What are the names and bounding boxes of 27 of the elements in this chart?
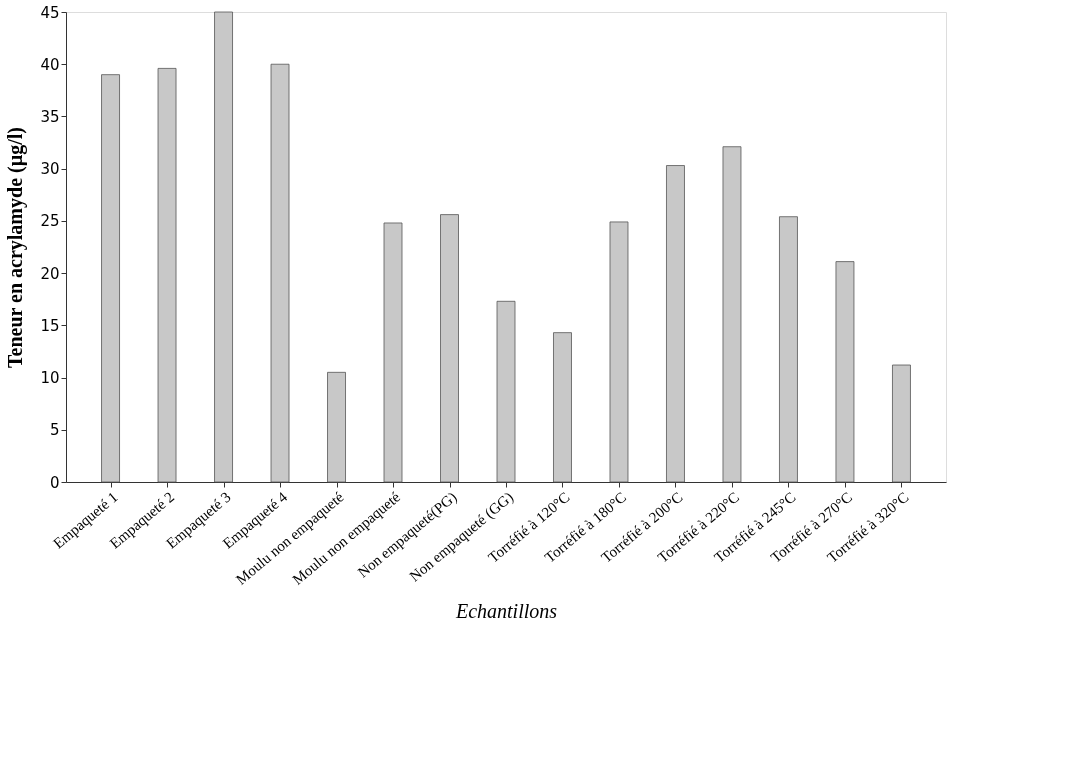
bar xyxy=(270,63,290,483)
bar xyxy=(779,216,798,483)
bar xyxy=(892,364,911,483)
y-tick-label: 15 xyxy=(40,316,60,335)
bar xyxy=(553,332,572,483)
bar xyxy=(327,371,346,483)
bar xyxy=(440,214,459,483)
y-tick-label: 5 xyxy=(49,421,60,440)
bar xyxy=(666,165,685,483)
y-tick-label: 30 xyxy=(40,160,60,179)
y-tick-label: 45 xyxy=(40,3,60,22)
y-tick-label: 35 xyxy=(40,107,60,126)
x-axis-title: Echantillons xyxy=(454,599,558,622)
y-tick-label: 10 xyxy=(40,369,60,388)
bar xyxy=(214,11,233,483)
bar xyxy=(722,146,742,483)
bar xyxy=(496,300,516,483)
y-tick-label: 0 xyxy=(49,473,60,492)
y-tick-label: 20 xyxy=(40,264,60,283)
y-tick-label: 25 xyxy=(40,212,60,231)
bar xyxy=(157,68,177,483)
bar xyxy=(101,74,120,483)
y-tick-label: 40 xyxy=(40,55,60,74)
bar xyxy=(835,261,855,483)
bar xyxy=(383,222,403,483)
y-axis-title: Teneur en acrylamyde (µg/l) xyxy=(4,127,28,368)
bar xyxy=(609,221,629,483)
